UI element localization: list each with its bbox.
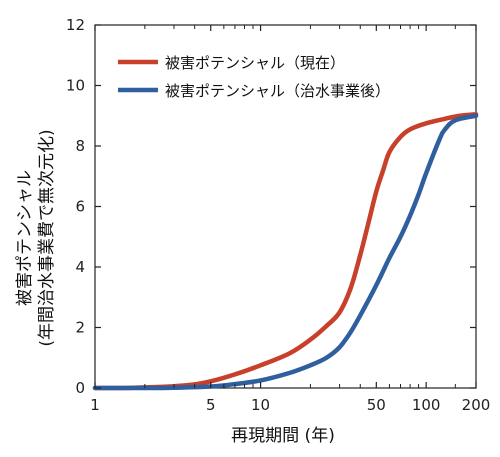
ticks-layer: 0 2 4 6 8 10 12 1 5 10 50 100 200 (66, 16, 490, 414)
plot-frame (94, 24, 477, 389)
x-tick-label: 1 (90, 396, 100, 414)
y-tick-label: 6 (75, 198, 85, 216)
legend-label-1: 被害ポテンシャル（現在） (165, 54, 345, 72)
series-line-1 (92, 111, 479, 391)
x-tick-label: 100 (412, 396, 441, 414)
series-layer (92, 111, 479, 391)
y-tick-label: 8 (75, 137, 85, 155)
y-tick-label: 0 (75, 379, 85, 397)
x-tick-label: 50 (367, 396, 386, 414)
series-line-2 (92, 113, 479, 391)
y-tick-label: 12 (66, 16, 85, 34)
x-tick-label: 200 (462, 396, 491, 414)
x-axis-title: 再現期間 (年) (231, 426, 335, 446)
legend: 被害ポテンシャル（現在） 被害ポテンシャル（治水事業後） (118, 54, 390, 100)
y-axis-title-line-2: (年間治水事業費で無次元化) (37, 129, 57, 346)
y-tick-label: 10 (66, 77, 85, 95)
plot-border (94, 24, 477, 389)
y-tick-label: 2 (75, 319, 85, 337)
y-axis-title-line-1: 被害ポテンシャル (15, 170, 35, 306)
x-tick-label: 5 (206, 396, 216, 414)
legend-label-2: 被害ポテンシャル（治水事業後） (165, 82, 390, 100)
x-tick-label: 10 (251, 396, 270, 414)
y-tick-label: 4 (75, 258, 85, 276)
